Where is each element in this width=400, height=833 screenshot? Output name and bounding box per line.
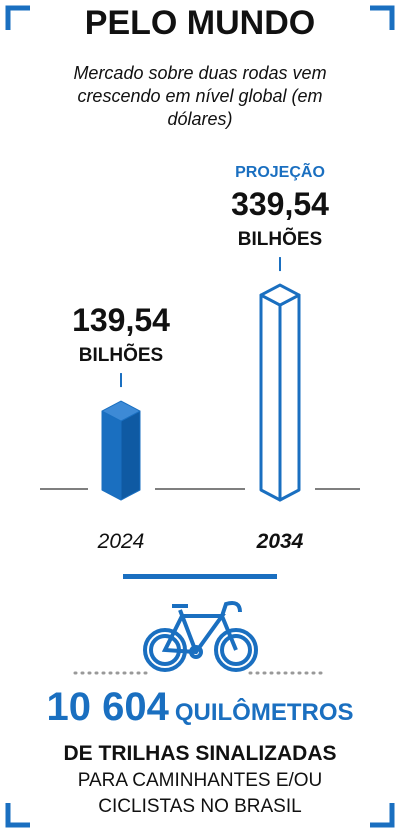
bar-face [259,293,282,502]
chart-subtitle: Mercado sobre duas rodas vem crescendo e… [73,63,327,129]
x-tick-label: 2024 [97,530,145,553]
unit-label: BILHÕES [238,228,322,250]
bar-face [101,410,122,501]
bar [101,400,141,501]
bar-face [259,283,301,307]
bar-face [120,410,141,501]
value-label: 339,54 [231,186,329,222]
chart-title: PELO MUNDO [85,4,315,42]
bar-face [278,293,301,502]
bar-face [101,400,141,422]
corner-brackets [5,5,395,828]
bar [259,283,301,502]
footer-line: PARA CAMINHANTES E/OU [78,770,323,791]
footer-headline: 10 604 QUILÔMETROS [46,685,353,729]
footer-line: CICLISTAS NO BRASIL [98,796,301,817]
bicycle-icon [143,601,258,672]
value-label: 139,54 [72,302,170,338]
annotation: PROJEÇÃO [235,161,325,181]
divider [123,574,277,579]
x-tick-label: 2034 [256,530,304,553]
footer-line: DE TRILHAS SINALIZADAS [64,742,337,765]
unit-label: BILHÕES [79,344,163,366]
